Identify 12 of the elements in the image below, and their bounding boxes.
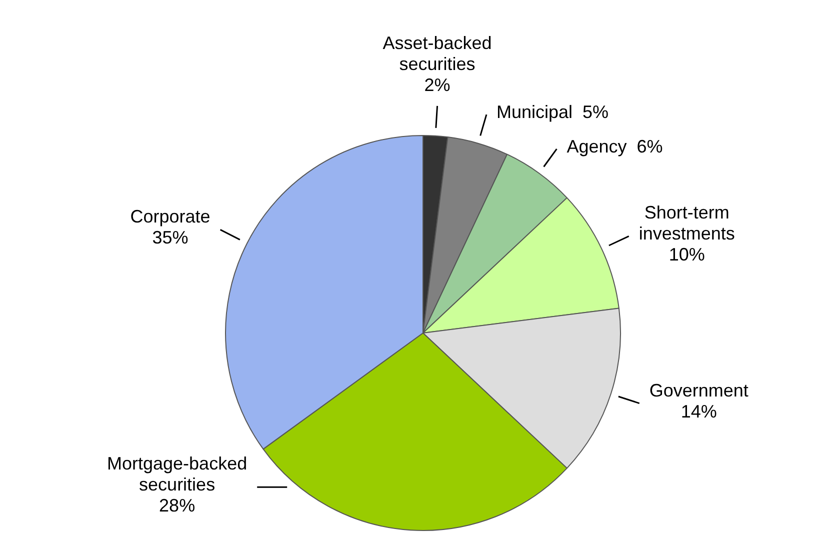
slice-label: Agency 6% — [566, 136, 663, 156]
data-label: 2% — [424, 74, 450, 95]
slice-label: Municipal 5% — [496, 102, 609, 122]
slice-label: Short-term investments — [638, 202, 735, 244]
data-label: 14% — [680, 401, 717, 422]
slice-label: Asset-backed securities — [382, 32, 492, 74]
data-label: 28% — [159, 496, 196, 516]
data-label: 10% — [668, 244, 705, 265]
slice-label: Mortgage-backed securities — [107, 454, 248, 495]
slice-label: Corporate — [130, 206, 210, 227]
slice-label: Government — [649, 380, 748, 400]
data-label: 35% — [152, 228, 188, 248]
